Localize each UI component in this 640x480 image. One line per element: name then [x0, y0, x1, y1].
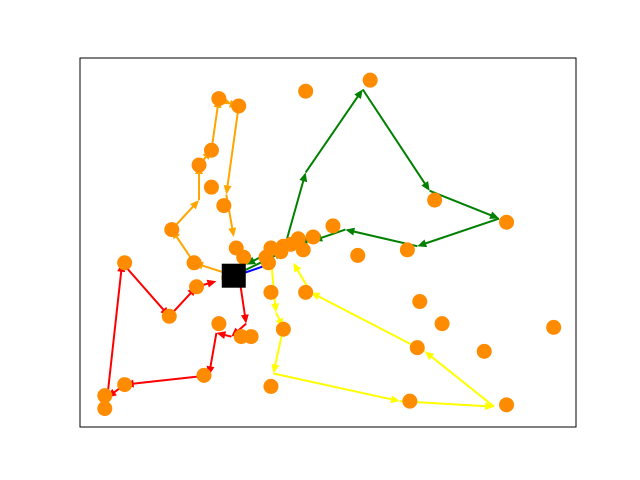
customer-node	[499, 397, 515, 413]
route-2-arrowhead	[421, 181, 430, 191]
customer-node	[236, 249, 252, 265]
customer-node	[216, 198, 232, 214]
customer-node	[546, 319, 562, 335]
route-4-arrowhead	[310, 292, 321, 301]
customer-node	[186, 255, 202, 271]
customer-node	[499, 214, 515, 230]
route-0-arrowhead	[228, 227, 237, 237]
route-2-arrowhead	[299, 172, 308, 183]
customer-node	[243, 329, 259, 345]
customer-node	[211, 91, 227, 107]
customer-node	[203, 142, 219, 158]
customer-node	[325, 218, 341, 234]
customer-node	[298, 284, 314, 300]
route-1-arrowhead	[206, 279, 217, 288]
customer-node	[305, 229, 321, 245]
customer-node	[258, 249, 274, 265]
route-2-segment	[424, 217, 500, 245]
route-1-segment	[106, 270, 123, 398]
customer-node	[211, 316, 227, 332]
customer-node	[409, 340, 425, 356]
customer-node	[189, 279, 205, 295]
customer-node	[399, 242, 415, 258]
depot-marker	[221, 263, 246, 288]
route-2-arrowhead	[417, 239, 428, 248]
customer-node	[476, 343, 492, 359]
route-2-segment	[304, 95, 360, 173]
route-4-arrowhead	[424, 351, 435, 361]
customer-nodes	[97, 72, 562, 417]
customer-node	[427, 192, 443, 208]
customer-node	[117, 377, 133, 393]
route-1-segment	[132, 374, 210, 385]
route-4-arrowhead	[293, 262, 302, 273]
route-4-segment	[275, 312, 281, 321]
route-1-arrowhead	[216, 331, 227, 339]
customer-node	[402, 393, 418, 409]
route-4-arrowhead	[271, 363, 280, 374]
route-1-segment	[121, 262, 165, 311]
depot-layer	[221, 263, 246, 288]
route-0-arrowhead	[189, 200, 200, 210]
customer-node	[298, 83, 314, 99]
route-2-segment	[320, 228, 346, 240]
customer-node	[263, 284, 279, 300]
route-4-arrowhead	[390, 395, 400, 404]
customer-node	[350, 247, 366, 263]
customer-node	[161, 308, 177, 324]
route-2-arrowhead	[345, 227, 356, 236]
route-4	[269, 259, 495, 411]
route-0-arrowhead	[223, 185, 232, 195]
customer-node	[97, 401, 113, 417]
customer-node	[273, 244, 289, 260]
plot-frame	[79, 57, 577, 428]
customer-node	[295, 242, 311, 258]
route-4-arrowhead	[484, 402, 495, 411]
customer-node	[275, 321, 291, 337]
customer-node	[164, 222, 180, 238]
route-4-segment	[317, 295, 426, 353]
route-2-arrowhead	[354, 89, 363, 100]
customer-node	[196, 367, 212, 383]
customer-node	[362, 72, 378, 88]
route-2-arrowhead	[489, 211, 500, 219]
customer-node	[97, 388, 113, 404]
route-4-arrowhead	[271, 303, 280, 313]
customer-node	[263, 378, 279, 394]
route-1-segment	[223, 333, 232, 338]
customer-node	[412, 294, 428, 310]
customer-node	[191, 157, 207, 173]
route-0-segment	[226, 105, 240, 187]
customer-node	[231, 98, 247, 114]
route-1-arrowhead	[240, 314, 249, 324]
route-2-segment	[361, 88, 427, 185]
route-4-segment	[430, 355, 495, 408]
route-4-segment	[273, 372, 393, 401]
customer-node	[117, 255, 133, 271]
route-1-segment	[209, 332, 218, 368]
customer-node	[203, 179, 219, 195]
customer-node	[434, 316, 450, 332]
